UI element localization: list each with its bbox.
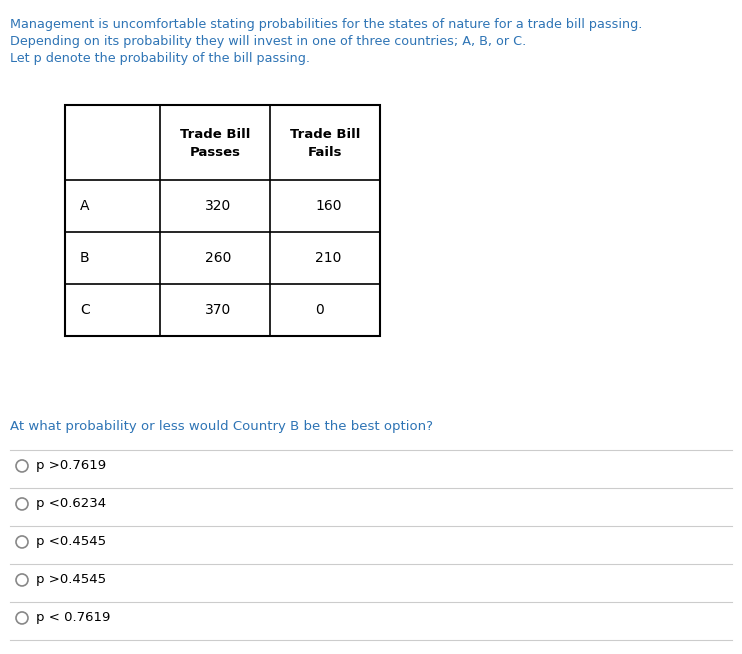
Text: Passes: Passes: [189, 146, 240, 159]
Text: 260: 260: [205, 251, 232, 265]
Text: 210: 210: [315, 251, 341, 265]
Text: 0: 0: [315, 303, 324, 317]
Text: 320: 320: [205, 199, 232, 213]
Text: Trade Bill: Trade Bill: [180, 128, 250, 141]
Text: Depending on its probability they will invest in one of three countries; A, B, o: Depending on its probability they will i…: [10, 35, 526, 48]
Text: Management is uncomfortable stating probabilities for the states of nature for a: Management is uncomfortable stating prob…: [10, 18, 643, 31]
Text: p >0.7619: p >0.7619: [36, 460, 106, 472]
Text: C: C: [80, 303, 90, 317]
Text: Trade Bill: Trade Bill: [290, 128, 360, 141]
Text: Let p denote the probability of the bill passing.: Let p denote the probability of the bill…: [10, 52, 310, 65]
Text: 370: 370: [205, 303, 232, 317]
Text: At what probability or less would Country B be the best option?: At what probability or less would Countr…: [10, 420, 433, 433]
Bar: [65, 105, 380, 336]
Text: p <0.4545: p <0.4545: [36, 536, 106, 549]
Text: 160: 160: [315, 199, 341, 213]
Text: p <0.6234: p <0.6234: [36, 498, 106, 511]
Text: p >0.4545: p >0.4545: [36, 574, 106, 587]
Text: B: B: [80, 251, 90, 265]
Text: A: A: [80, 199, 90, 213]
Text: Fails: Fails: [308, 146, 342, 159]
Text: p < 0.7619: p < 0.7619: [36, 611, 111, 625]
